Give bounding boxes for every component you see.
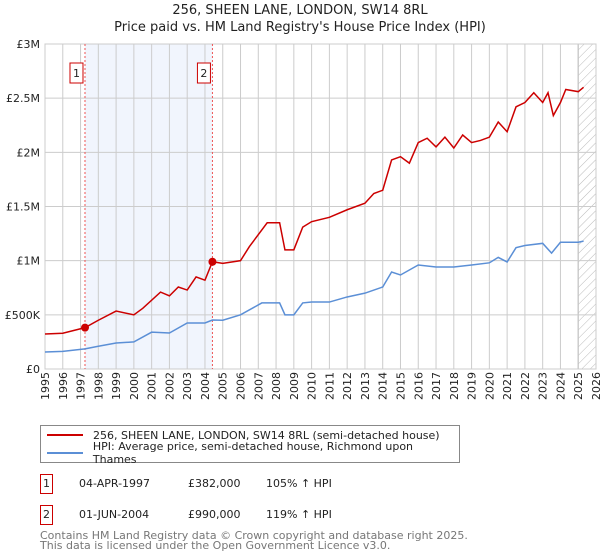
chart-title: 256, SHEEN LANE, LONDON, SW14 8RL [172, 3, 428, 18]
chart: 1995 1996 1997 1998 1999 2000 2001 2002 2003 2004… [5, 38, 600, 400]
sale-point [80, 323, 89, 332]
x-tick-label: 2005 [217, 372, 230, 400]
x-tick-label: 1995 [39, 372, 52, 400]
legend-swatch-red [47, 434, 83, 436]
x-tick-label: 2010 [306, 372, 319, 400]
sale-point [208, 257, 217, 266]
sale-label: 2 [200, 67, 207, 80]
sale-price: £990,000 [188, 508, 241, 521]
x-tick-label: 2001 [146, 372, 159, 400]
legend-item-property: 256, SHEEN LANE, LONDON, SW14 8RL (semi-… [41, 427, 440, 443]
y-tick-label: £1M [17, 255, 41, 268]
sale-label-box [196, 62, 211, 84]
chart-subtitle: Price paid vs. HM Land Registry's House … [114, 20, 486, 35]
x-tick-label: 2026 [590, 372, 600, 400]
x-tick-label: 2024 [554, 372, 567, 400]
y-tick-label: £2.5M [6, 92, 40, 105]
x-tick-label: 2003 [181, 372, 194, 400]
x-tick-label: 2014 [377, 372, 390, 400]
x-tick-label: 2017 [430, 372, 443, 400]
footer-line-2: This data is licensed under the Open Gov… [40, 539, 391, 552]
x-tick-label: 2020 [483, 372, 496, 400]
sale-date: 01-JUN-2004 [79, 508, 150, 521]
x-tick-label: 2025 [572, 372, 585, 400]
legend-swatch-blue [47, 452, 83, 454]
x-tick-label: 1999 [110, 372, 123, 400]
x-tick-label: 2021 [501, 372, 514, 400]
x-tick-label: 2006 [235, 372, 248, 400]
x-tick-label: 2011 [323, 372, 336, 400]
footer: Contains HM Land Registry data © Crown c… [40, 529, 468, 552]
y-tick-label: £3M [17, 38, 41, 51]
x-tick-label: 2012 [341, 372, 354, 400]
y-tick-label: £500K [5, 309, 41, 322]
legend-label: HPI: Average price, semi-detached house,… [92, 440, 414, 466]
x-tick-label: 2015 [394, 372, 407, 400]
x-tick-label: 2023 [537, 372, 550, 400]
legend-label: 256, SHEEN LANE, LONDON, SW14 8RL (semi-… [93, 428, 440, 442]
x-tick-label: 2009 [288, 372, 301, 400]
property-line [44, 86, 585, 335]
x-tick-label: 2019 [466, 372, 479, 400]
x-tick-label: 2022 [519, 372, 532, 400]
footer-line-1: Contains HM Land Registry data © Crown c… [40, 529, 468, 542]
x-tick-label: 2013 [359, 372, 372, 400]
x-tick-label: 2018 [448, 372, 461, 400]
x-tick-label: 2016 [412, 372, 425, 400]
y-tick-label: £0 [26, 363, 40, 376]
y-tick-label: £2M [17, 146, 41, 159]
plot-border [44, 43, 597, 370]
legend-item-hpi: HPI: Average price, semi-detached house,… [41, 440, 459, 466]
legend: 256, SHEEN LANE, LONDON, SW14 8RL (semi-… [40, 425, 460, 466]
x-tick-label: 2004 [199, 372, 212, 400]
sale-price: £382,000 [188, 477, 241, 490]
x-tick-label: 1996 [57, 372, 70, 400]
x-tick-label: 2008 [270, 372, 283, 400]
sale-hpi: 119% ↑ HPI [266, 508, 332, 521]
sale-label: 1 [73, 67, 80, 80]
y-tick-label: £1.5M [6, 201, 40, 214]
x-tick-label: 2000 [128, 372, 141, 400]
sale-hpi: 105% ↑ HPI [266, 477, 332, 490]
sale-date: 04-APR-1997 [79, 477, 151, 490]
hpi-line [44, 240, 584, 353]
x-tick-label: 2002 [163, 372, 176, 400]
sale-badge: 1 [40, 474, 53, 494]
sale-badge: 2 [40, 505, 53, 525]
x-tick-label: 1998 [92, 372, 105, 400]
x-tick-label: 2007 [252, 372, 265, 400]
sale-label-box [69, 62, 84, 84]
x-tick-label: 1997 [75, 372, 88, 400]
